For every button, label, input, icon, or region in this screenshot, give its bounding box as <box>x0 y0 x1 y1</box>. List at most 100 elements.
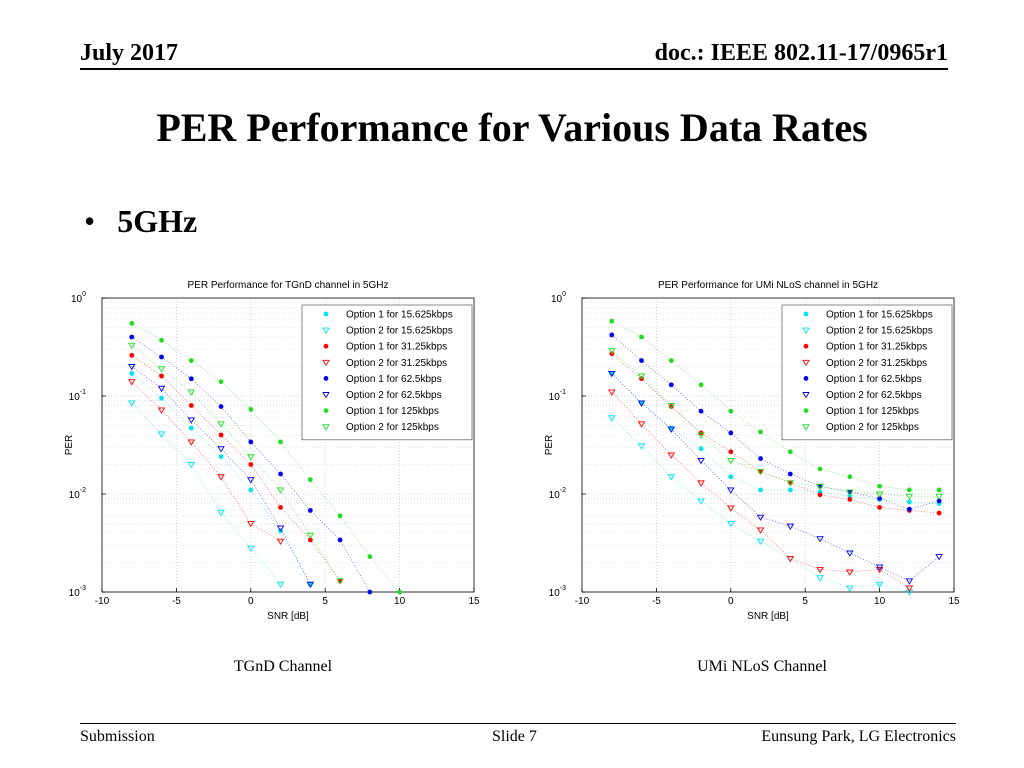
y-tick-label: 100 <box>551 291 566 305</box>
data-point <box>905 589 914 596</box>
data-point <box>159 337 164 343</box>
bullet-item: • 5GHz <box>84 203 197 240</box>
x-tick-label: -5 <box>172 596 181 607</box>
series-line-1 <box>611 373 940 504</box>
legend-marker <box>803 311 809 317</box>
data-point <box>786 555 795 563</box>
data-point <box>816 536 824 543</box>
data-point <box>758 429 763 435</box>
data-point <box>188 403 194 408</box>
data-point <box>218 432 224 438</box>
data-point <box>905 578 914 585</box>
legend-marker <box>802 327 810 334</box>
data-point <box>188 376 194 382</box>
legend-label: Option 1 for 15.625kbps <box>346 310 453 321</box>
data-point <box>697 432 705 439</box>
data-point <box>639 334 644 340</box>
legend-label: Option 2 for 15.625kbps <box>826 326 933 337</box>
data-point <box>875 564 884 571</box>
data-point <box>278 504 283 510</box>
data-point <box>787 487 793 493</box>
data-point <box>847 474 853 480</box>
header-date: July 2017 <box>80 40 179 66</box>
data-point <box>698 382 704 388</box>
data-point <box>936 487 942 493</box>
data-point <box>337 513 343 519</box>
data-point <box>247 521 255 528</box>
data-point <box>667 403 676 410</box>
series-line-5 <box>611 334 940 510</box>
data-point <box>667 452 676 459</box>
y-tick-label: 10-3 <box>69 585 86 599</box>
y-tick-label: 100 <box>71 291 86 305</box>
legend-marker <box>803 343 809 349</box>
data-point <box>248 439 254 445</box>
legend-label: Option 1 for 125kbps <box>346 406 439 417</box>
data-point <box>306 532 315 540</box>
data-point <box>906 506 912 512</box>
legend-label: Option 2 for 125kbps <box>826 422 919 433</box>
data-point <box>877 483 882 489</box>
legend-box <box>301 304 473 441</box>
data-point <box>846 585 854 592</box>
series-line-2 <box>611 417 910 593</box>
data-point <box>159 354 164 360</box>
data-point <box>159 395 164 401</box>
chart-title: PER Performance for TGnD channel in 5GHz <box>187 280 388 291</box>
data-point <box>816 575 824 582</box>
data-point <box>667 426 676 433</box>
data-point <box>397 589 402 595</box>
data-point <box>127 364 136 371</box>
data-point <box>905 585 914 592</box>
legend-label: Option 1 for 62.5kbps <box>826 374 922 385</box>
plot-frame <box>581 297 955 593</box>
x-tick-label: 15 <box>948 596 960 607</box>
legend-label: Option 1 for 31.25kbps <box>826 342 927 353</box>
data-point <box>157 385 166 393</box>
data-point <box>218 379 224 385</box>
data-point <box>756 468 765 476</box>
data-point <box>247 545 255 553</box>
data-point <box>698 446 704 452</box>
data-point <box>187 462 196 469</box>
data-point <box>875 491 884 498</box>
data-point <box>756 538 765 546</box>
header-doc-id: doc.: IEEE 802.11-17/0965r1 <box>654 40 948 66</box>
data-point <box>936 510 942 516</box>
legend-label: Option 1 for 15.625kbps <box>826 310 933 321</box>
data-point <box>637 421 646 428</box>
data-point <box>756 527 765 534</box>
data-point <box>905 493 914 501</box>
data-point <box>248 462 254 467</box>
data-point <box>607 370 616 378</box>
data-point <box>607 415 616 422</box>
legend-marker <box>322 327 330 334</box>
y-tick-label: 10-1 <box>69 389 86 403</box>
data-point <box>727 457 735 465</box>
data-point <box>877 504 882 510</box>
data-point <box>816 566 824 574</box>
series-line-3 <box>611 353 940 514</box>
data-point <box>875 566 884 574</box>
data-point <box>188 425 194 431</box>
legend-label: Option 2 for 62.5kbps <box>346 390 442 401</box>
data-point <box>727 487 735 494</box>
data-point <box>668 404 674 409</box>
data-point <box>817 492 823 498</box>
data-point <box>187 389 196 396</box>
data-point <box>667 474 676 481</box>
data-point <box>337 537 343 543</box>
footer-divider <box>80 723 956 724</box>
data-point <box>276 581 285 589</box>
data-point <box>248 406 254 412</box>
series-line-2 <box>131 402 281 585</box>
legend-marker <box>322 424 330 431</box>
x-tick-label: 0 <box>728 596 734 607</box>
data-point <box>758 487 763 493</box>
data-point <box>787 449 793 455</box>
legend-marker <box>323 343 329 349</box>
data-point <box>728 408 734 414</box>
data-point <box>935 493 943 501</box>
data-point <box>698 408 704 414</box>
footer-author: Eunsung Park, LG Electronics <box>761 728 956 745</box>
